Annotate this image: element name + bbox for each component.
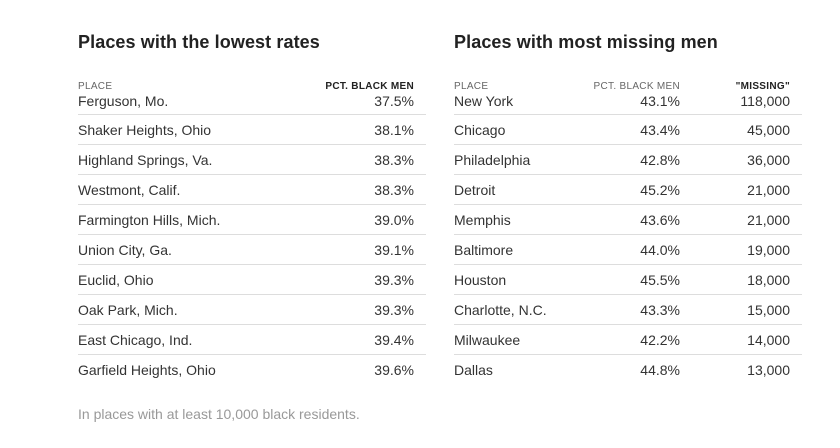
cell-missing: 21,000 xyxy=(747,181,790,198)
cell-place: Detroit xyxy=(454,181,496,198)
cell-place: Chicago xyxy=(454,121,506,138)
cell-missing: 18,000 xyxy=(747,271,790,288)
cell-pct: 39.4% xyxy=(374,331,414,348)
cell-pct: 44.8% xyxy=(640,362,680,378)
cell-place: Highland Springs, Va. xyxy=(78,151,213,168)
cell-pct: 38.3% xyxy=(374,151,414,168)
cell-pct: 39.1% xyxy=(374,241,414,258)
cell-pct: 37.5% xyxy=(374,93,414,109)
table-row: Milwaukee 42.2% 14,000 xyxy=(454,325,802,355)
cell-pct: 39.6% xyxy=(374,362,414,378)
table-row: Memphis 43.6% 21,000 xyxy=(454,205,802,235)
table-row: New York 43.1% 118,000 xyxy=(454,93,802,115)
cell-missing: 36,000 xyxy=(747,151,790,168)
cell-pct: 45.2% xyxy=(640,181,680,198)
table-row: Shaker Heights, Ohio 38.1% xyxy=(78,115,426,145)
cell-pct: 42.2% xyxy=(640,331,680,348)
footnote: In places with at least 10,000 black res… xyxy=(78,406,360,422)
cell-missing: 118,000 xyxy=(740,93,790,109)
cell-place: Milwaukee xyxy=(454,331,521,348)
table-row: Houston 45.5% 18,000 xyxy=(454,265,802,295)
cell-pct: 43.1% xyxy=(640,93,680,109)
cell-place: Philadelphia xyxy=(454,151,531,168)
cell-place: East Chicago, Ind. xyxy=(78,331,193,348)
cell-missing: 14,000 xyxy=(747,331,790,348)
cell-place: Memphis xyxy=(454,211,511,228)
table-row: Garfield Heights, Ohio 39.6% xyxy=(78,355,426,385)
table-row: Westmont, Calif. 38.3% xyxy=(78,175,426,205)
table-row: Chicago 43.4% 45,000 xyxy=(454,115,802,145)
cell-place: Dallas xyxy=(454,362,493,378)
cell-place: Shaker Heights, Ohio xyxy=(78,121,212,138)
most-missing-header-row: PLACE PCT. BLACK MEN "MISSING" xyxy=(454,78,802,92)
table-row: Euclid, Ohio 39.3% xyxy=(78,265,426,295)
cell-missing: 45,000 xyxy=(747,121,790,138)
cell-pct: 43.6% xyxy=(640,211,680,228)
cell-place: Farmington Hills, Mich. xyxy=(78,211,221,228)
header-place: PLACE xyxy=(78,81,113,92)
table-row: Baltimore 44.0% 19,000 xyxy=(454,235,802,265)
cell-pct: 43.4% xyxy=(640,121,680,138)
most-missing-table: Places with most missing men PLACE PCT. … xyxy=(454,30,802,385)
table-row: Detroit 45.2% 21,000 xyxy=(454,175,802,205)
header-place: PLACE xyxy=(454,81,489,92)
cell-pct: 42.8% xyxy=(640,151,680,168)
cell-place: Oak Park, Mich. xyxy=(78,301,178,318)
lowest-rates-title: Places with the lowest rates xyxy=(78,32,320,52)
cell-place: Charlotte, N.C. xyxy=(454,301,547,318)
table-row: Dallas 44.8% 13,000 xyxy=(454,355,802,385)
cell-place: Garfield Heights, Ohio xyxy=(78,362,216,378)
table-row: Highland Springs, Va. 38.3% xyxy=(78,145,426,175)
cell-pct: 44.0% xyxy=(640,241,680,258)
cell-place: Euclid, Ohio xyxy=(78,271,154,288)
table-row: Philadelphia 42.8% 36,000 xyxy=(454,145,802,175)
cell-pct: 38.1% xyxy=(374,121,414,138)
most-missing-title: Places with most missing men xyxy=(454,32,718,52)
cell-pct: 39.3% xyxy=(374,301,414,318)
cell-pct: 43.3% xyxy=(640,301,680,318)
cell-place: Baltimore xyxy=(454,241,514,258)
table-row: Oak Park, Mich. 39.3% xyxy=(78,295,426,325)
cell-missing: 19,000 xyxy=(747,241,790,258)
lowest-rates-rows: Ferguson, Mo. 37.5% Shaker Heights, Ohio 38… xyxy=(78,93,426,385)
lowest-rates-header-row: PLACE PCT. BLACK MEN xyxy=(78,78,426,92)
cell-place: Houston xyxy=(454,271,507,288)
header-missing: "MISSING" xyxy=(735,81,790,92)
cell-place: Ferguson, Mo. xyxy=(78,93,169,109)
cell-missing: 13,000 xyxy=(747,362,790,378)
cell-missing: 21,000 xyxy=(747,211,790,228)
cell-place: New York xyxy=(454,93,514,109)
cell-pct: 45.5% xyxy=(640,271,680,288)
table-row: Union City, Ga. 39.1% xyxy=(78,235,426,265)
cell-missing: 15,000 xyxy=(747,301,790,318)
table-row: Charlotte, N.C. 43.3% 15,000 xyxy=(454,295,802,325)
cell-pct: 38.3% xyxy=(374,181,414,198)
table-row: East Chicago, Ind. 39.4% xyxy=(78,325,426,355)
lowest-rates-table: Places with the lowest rates PLACE PCT. … xyxy=(78,30,426,385)
most-missing-rows: New York 43.1% 118,000 Chicago 43.4% 45,000 Ph… xyxy=(454,93,802,385)
header-pct-black-men: PCT. BLACK MEN xyxy=(593,81,680,92)
cell-pct: 39.0% xyxy=(374,211,414,228)
cell-pct: 39.3% xyxy=(374,271,414,288)
header-pct-black-men: PCT. BLACK MEN xyxy=(325,81,414,92)
cell-place: Union City, Ga. xyxy=(78,241,172,258)
table-row: Ferguson, Mo. 37.5% xyxy=(78,93,426,115)
cell-place: Westmont, Calif. xyxy=(78,181,181,198)
table-row: Farmington Hills, Mich. 39.0% xyxy=(78,205,426,235)
